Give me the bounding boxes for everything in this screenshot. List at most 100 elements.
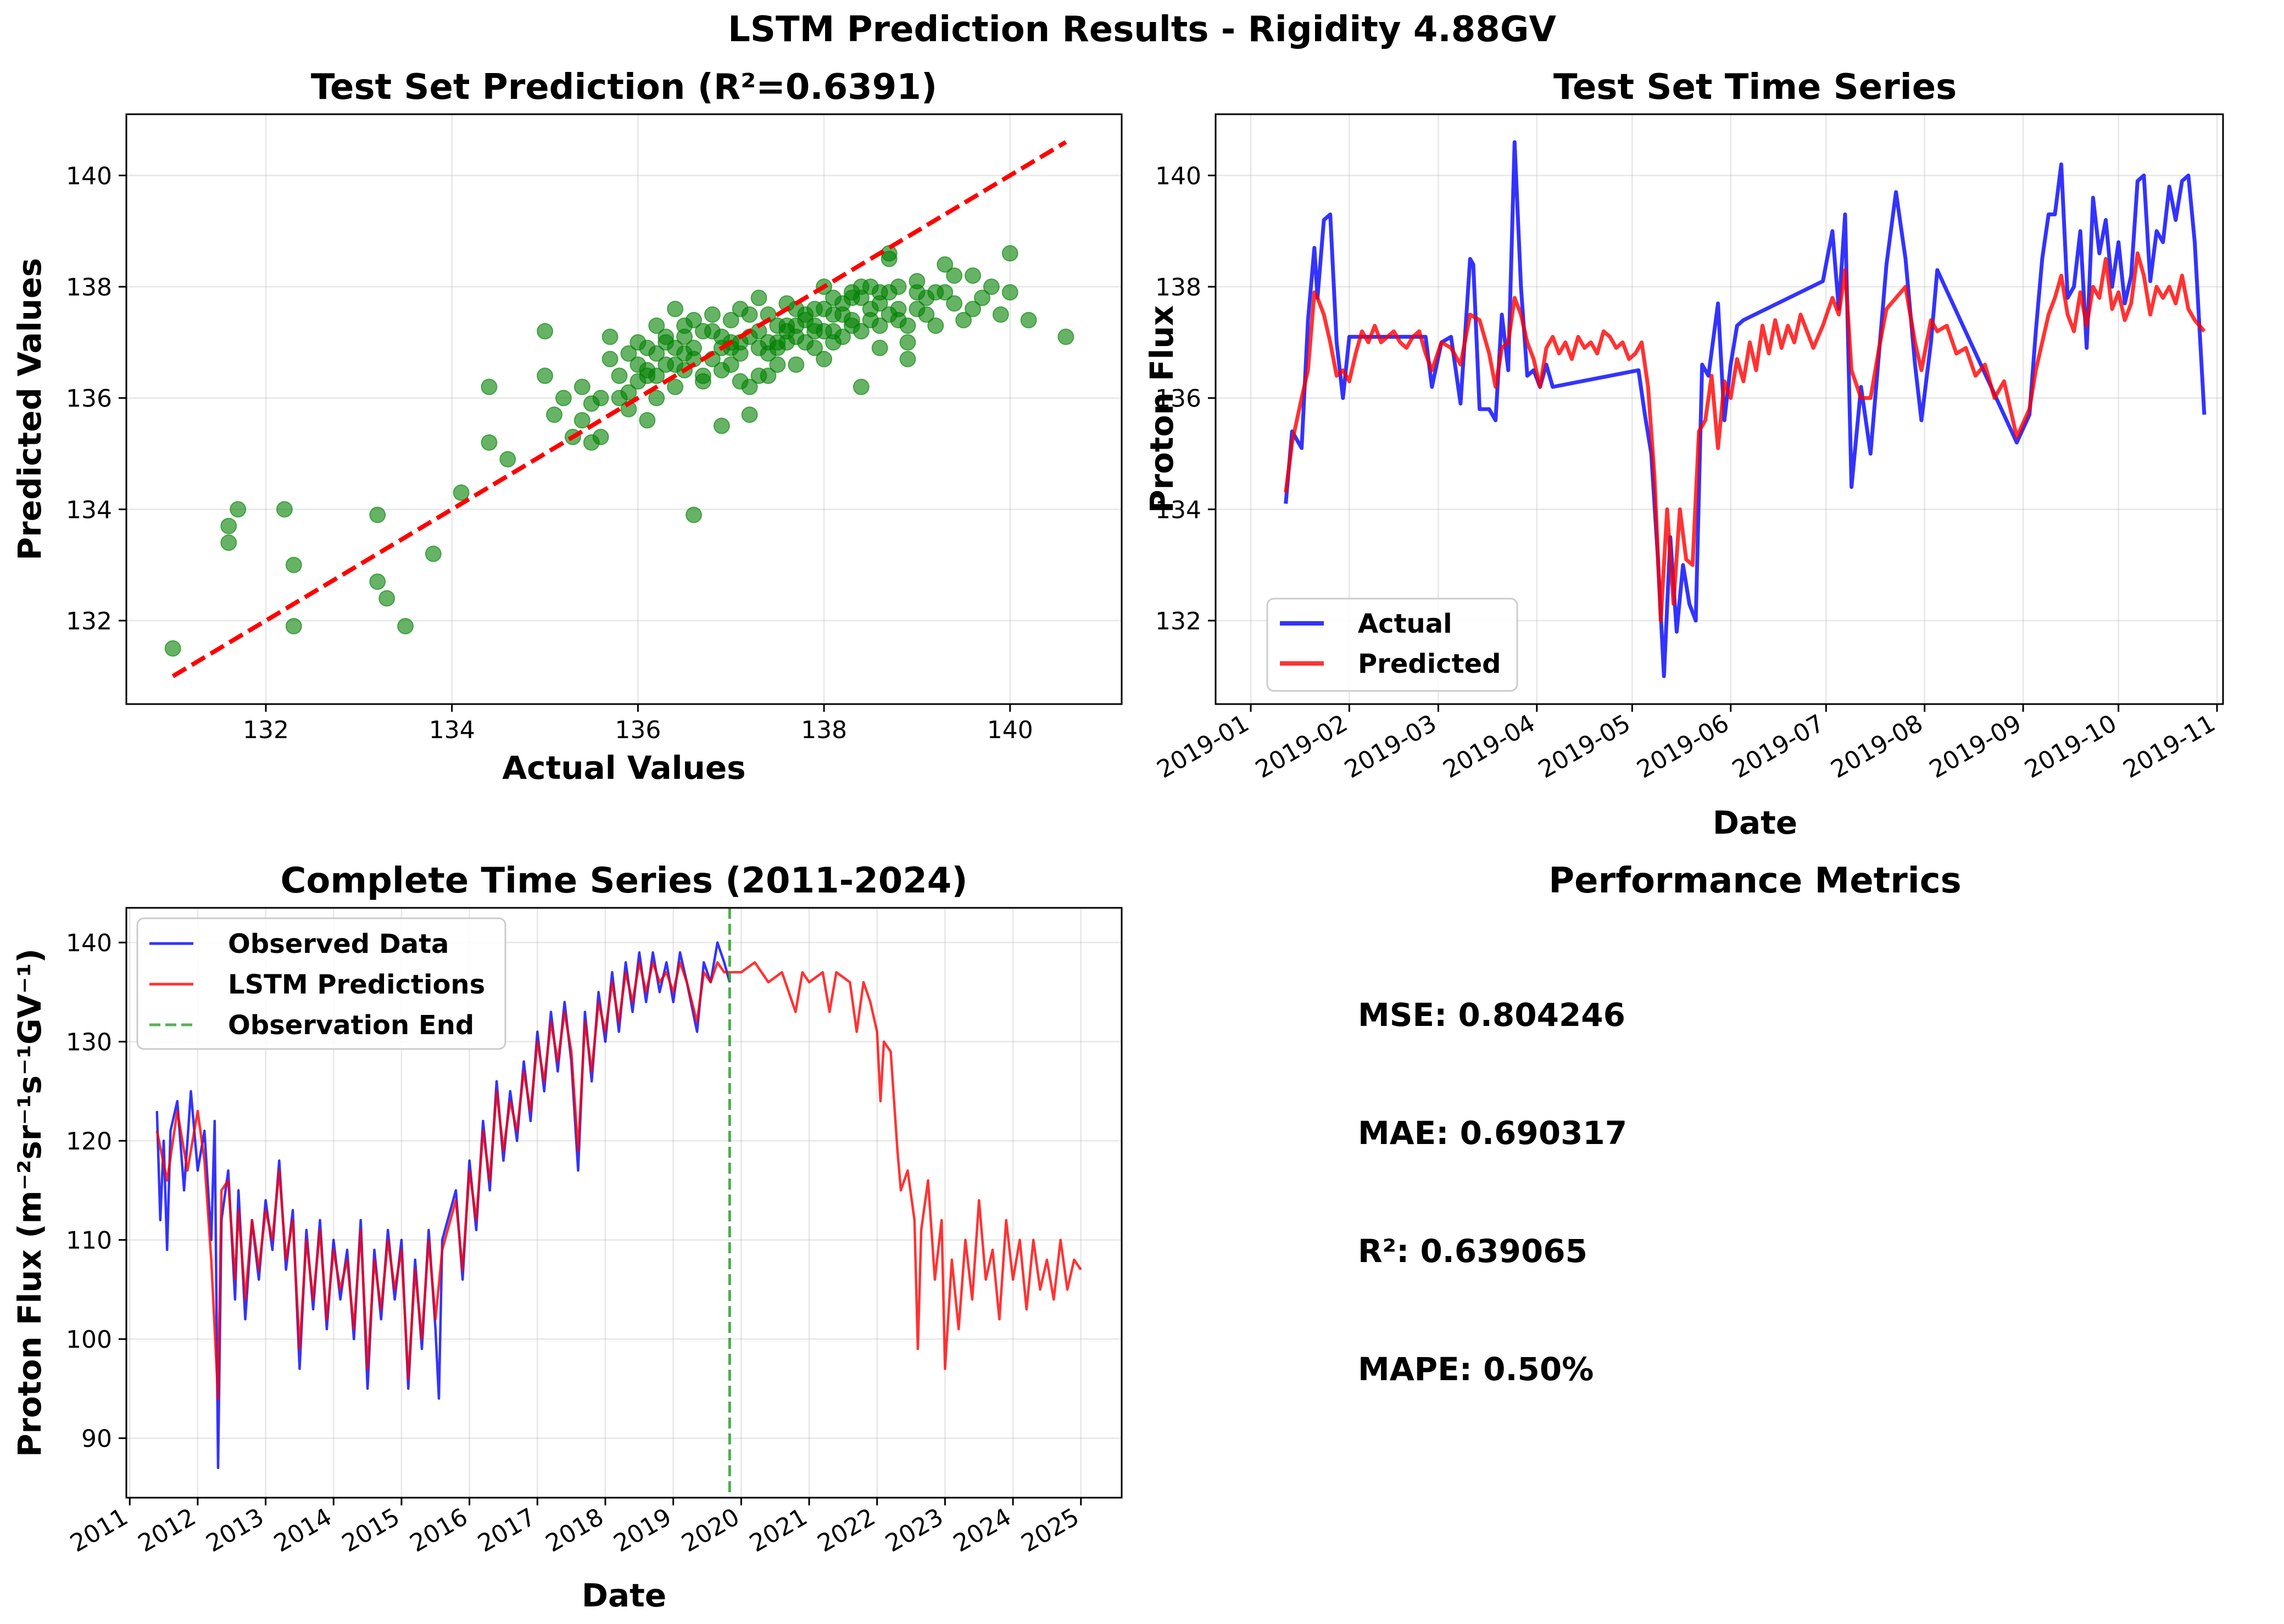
legend-label-observed: Observed Data	[228, 929, 449, 959]
complete-series-x-tick-label: 2024	[949, 1503, 1016, 1558]
scatter-point	[983, 278, 1000, 295]
scatter-point	[732, 345, 749, 362]
complete-series-y-tick-label: 100	[66, 1326, 112, 1354]
complete-series-x-tick-label: 2016	[405, 1503, 472, 1558]
scatter-point	[425, 545, 442, 562]
scatter-point	[946, 295, 963, 312]
scatter-point	[881, 306, 898, 323]
complete-series-x-tick-label: 2018	[541, 1503, 608, 1558]
scatter-point	[481, 378, 498, 395]
scatter-point	[276, 501, 293, 518]
scatter-point	[871, 295, 888, 312]
complete-series-y-tick-label: 110	[66, 1227, 112, 1255]
scatter-point	[397, 618, 414, 635]
test-series-panel: Test Set Time Series 132 134 136 138 140 2019…	[1143, 67, 2224, 841]
scatter-y-axis-label: Predicted Values	[11, 258, 48, 561]
complete-series-x-tick-label: 2022	[813, 1503, 880, 1558]
complete-series-y-tick-label: 140	[66, 929, 112, 957]
scatter-point	[545, 406, 562, 423]
scatter-y-tick-label: 138	[66, 274, 112, 302]
scatter-point	[788, 317, 805, 334]
metric-mse: MSE: 0.804246	[1358, 996, 1625, 1034]
complete-series-y-tick-label: 90	[81, 1425, 112, 1453]
complete-series-x-tick-label: 2011	[65, 1503, 132, 1558]
scatter-point	[537, 367, 554, 384]
scatter-point	[713, 362, 730, 379]
test-series-x-tick-label: 2019-04	[1439, 709, 1540, 784]
metrics-panel: Performance Metrics MSE: 0.804246 MAE: 0…	[1358, 861, 1962, 1388]
scatter-point	[843, 289, 860, 306]
scatter-point	[694, 373, 711, 390]
scatter-point	[806, 339, 823, 356]
test-series-y-axis-label: Proton Flux	[1143, 305, 1180, 513]
test-series-y-tick-label: 134	[1155, 496, 1201, 524]
scatter-point	[453, 484, 470, 501]
scatter-point	[899, 334, 916, 351]
scatter-x-tick-label: 138	[801, 716, 847, 744]
test-series-x-tick-label: 2019-02	[1251, 709, 1352, 784]
test-series-x-tick-label: 2019-03	[1340, 709, 1441, 784]
test-series-legend: Actual Predicted	[1266, 598, 1518, 692]
scatter-point	[918, 289, 935, 306]
scatter-point	[630, 356, 647, 373]
test-series-y-tick-label: 140	[1155, 162, 1201, 190]
scatter-point	[583, 395, 600, 412]
complete-series-x-tick-label: 2020	[677, 1503, 744, 1558]
test-series-x-tick-label: 2019-09	[1925, 709, 2026, 784]
test-series-line-actual	[1284, 140, 2207, 678]
complete-series-x-tick-label: 2021	[745, 1503, 812, 1558]
scatter-point	[750, 339, 767, 356]
complete-series-x-tick-label: 2014	[269, 1503, 336, 1558]
metric-mape: MAPE: 0.50%	[1358, 1350, 1594, 1388]
scatter-point	[1057, 328, 1074, 345]
test-series-x-tick-label: 2019-07	[1728, 709, 1829, 784]
scatter-point	[285, 556, 302, 573]
metric-r2: R²: 0.639065	[1358, 1232, 1587, 1270]
complete-series-plot-frame	[125, 907, 1123, 1499]
scatter-point	[686, 506, 703, 523]
scatter-x-axis-label: Actual Values	[502, 749, 745, 786]
scatter-point	[378, 590, 395, 607]
scatter-point	[639, 412, 656, 429]
scatter-point	[825, 306, 842, 323]
scatter-point	[667, 300, 684, 317]
scatter-point	[611, 389, 628, 406]
scatter-point	[676, 317, 693, 334]
scatter-point	[965, 300, 982, 317]
figure-suptitle: LSTM Prediction Results - Rigidity 4.88G…	[728, 9, 1556, 50]
scatter-point	[722, 311, 739, 328]
test-series-legend-box	[1266, 598, 1518, 692]
scatter-point	[862, 278, 879, 295]
scatter-point	[285, 618, 302, 635]
scatter-point	[573, 378, 591, 395]
scatter-point	[573, 412, 591, 429]
scatter-point	[667, 378, 684, 395]
scatter-point	[369, 506, 386, 523]
legend-label-actual: Actual	[1358, 609, 1452, 639]
complete-series-x-axis-label: Date	[582, 1577, 666, 1614]
test-series-y-tick-label: 138	[1155, 274, 1201, 302]
scatter-point	[992, 306, 1009, 323]
scatter-point	[899, 350, 916, 367]
test-series-x-tick-label: 2019-10	[2020, 709, 2121, 784]
scatter-y-tick-label: 140	[66, 162, 112, 190]
scatter-point	[713, 417, 730, 434]
metric-mae: MAE: 0.690317	[1358, 1114, 1627, 1152]
test-series-x-tick-label: 2019-05	[1534, 709, 1635, 784]
scatter-point	[648, 317, 665, 334]
test-series-x-tick-label: 2019-06	[1633, 709, 1734, 784]
test-series-title: Test Set Time Series	[1553, 67, 1957, 108]
scatter-point	[937, 284, 954, 301]
scatter-point	[769, 317, 786, 334]
scatter-x-tick-label: 134	[429, 716, 475, 744]
scatter-point	[965, 267, 982, 284]
test-series-x-tick-label: 2019-11	[2119, 709, 2220, 784]
complete-series-y-tick-label: 120	[66, 1128, 112, 1156]
scatter-point	[881, 284, 898, 301]
complete-series-legend-box	[136, 917, 506, 1050]
scatter-point	[230, 501, 247, 518]
legend-label-lstm: LSTM Predictions	[228, 969, 485, 1000]
complete-series-x-tick-label: 2013	[202, 1503, 269, 1558]
metrics-title: Performance Metrics	[1548, 861, 1962, 901]
complete-series-title: Complete Time Series (2011-2024)	[280, 861, 967, 901]
